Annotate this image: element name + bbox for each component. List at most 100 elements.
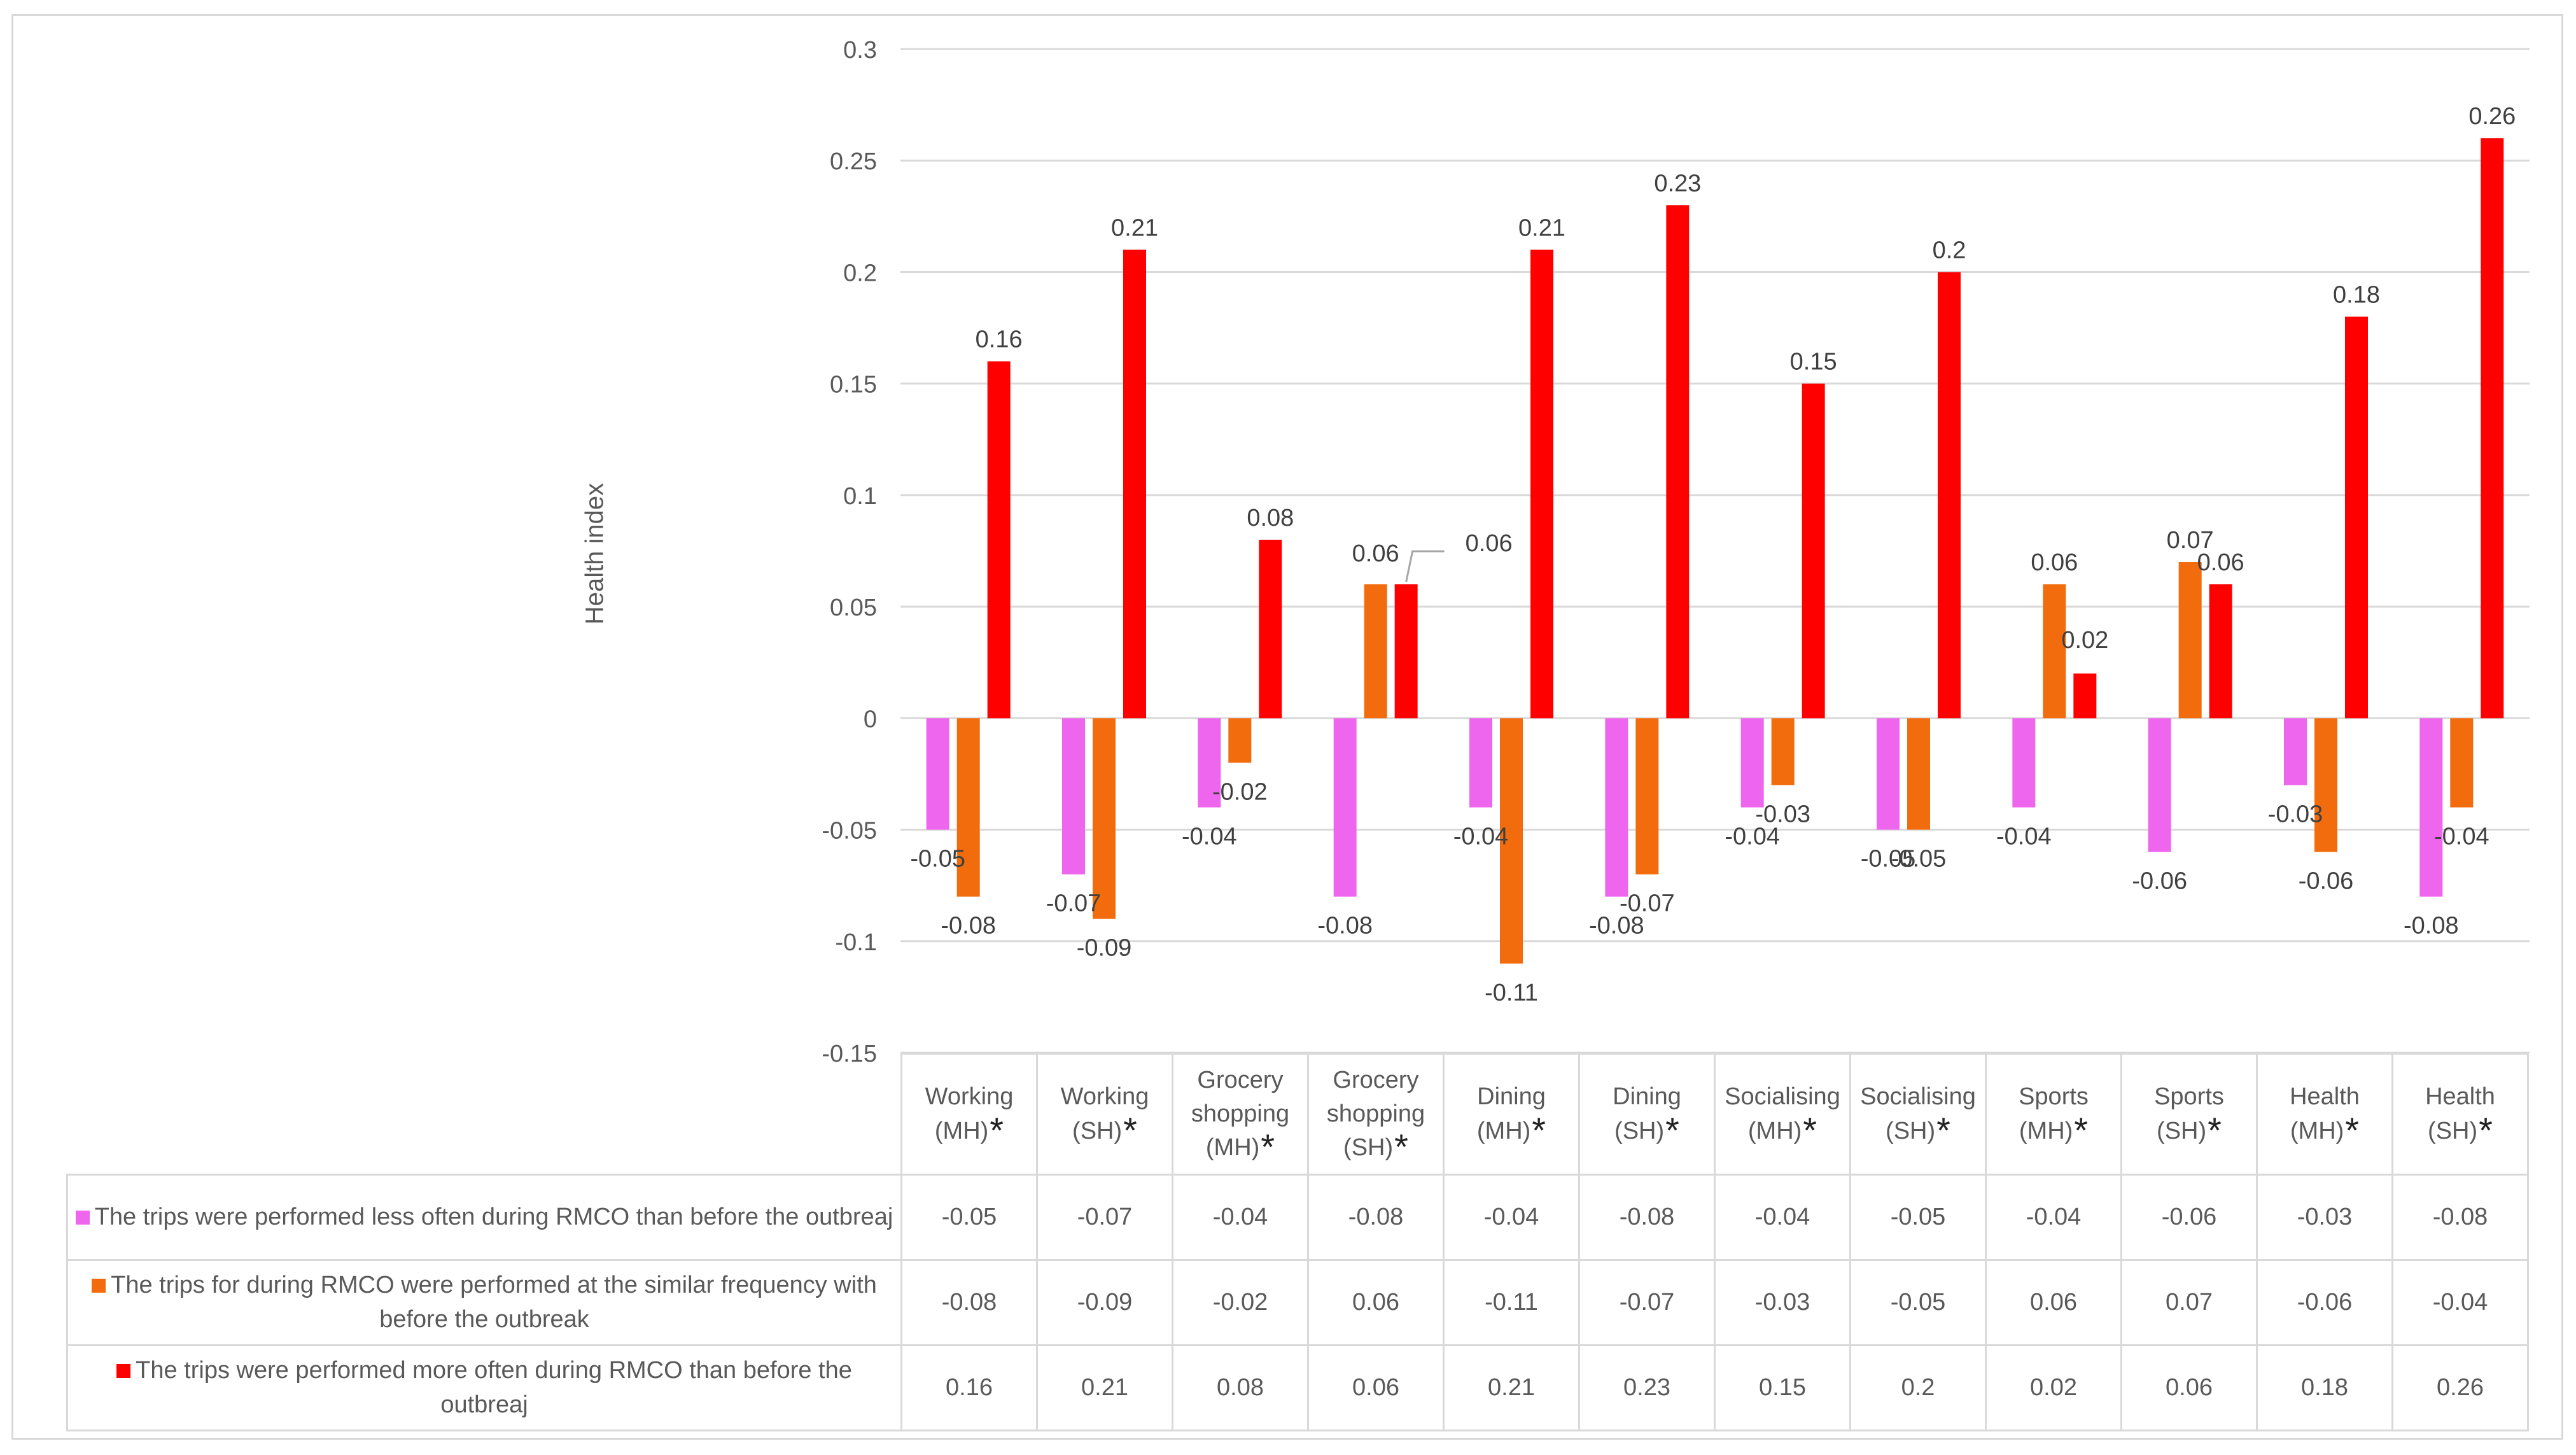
category-label: Working (MH)*	[900, 1053, 1038, 1176]
table-cell: 0.2	[1849, 1344, 1987, 1431]
category-label: Dining (SH)*	[1578, 1053, 1716, 1176]
bar	[2178, 562, 2202, 719]
table-cell: 0.08	[1172, 1344, 1309, 1431]
table-cell: -0.05	[1849, 1174, 1987, 1261]
table-cell: -0.04	[1172, 1174, 1309, 1261]
y-tick-label: 0.05	[830, 594, 877, 621]
table-cell: 0.06	[1985, 1259, 2122, 1346]
category-name: Sports	[2154, 1083, 2224, 1111]
y-tick-label: 0	[864, 706, 877, 733]
bar	[1907, 718, 1930, 830]
table-row: The trips were performed less often duri…	[66, 1174, 2529, 1261]
y-tick-label: 0.15	[830, 372, 877, 398]
data-label: -0.03	[2268, 801, 2323, 827]
bar	[2450, 718, 2474, 808]
table-cell: 0.21	[1036, 1344, 1173, 1431]
table-cell: -0.11	[1443, 1259, 1580, 1346]
data-label: -0.04	[1453, 824, 1509, 850]
category-name: Health	[2425, 1083, 2495, 1111]
bar	[1530, 250, 1553, 719]
table-cell: -0.06	[2256, 1259, 2393, 1346]
table-cell: 0.15	[1714, 1344, 1851, 1431]
data-label: 0.15	[1790, 349, 1837, 376]
y-tick-label: -0.1	[836, 929, 877, 956]
data-label: -0.04	[1182, 824, 1237, 850]
bar	[1469, 718, 1492, 808]
category-name: Working	[1060, 1083, 1149, 1111]
y-tick-label: 0.1	[843, 483, 877, 510]
data-label: 0.21	[1111, 214, 1158, 241]
table-cell: -0.08	[2391, 1174, 2529, 1261]
bar	[2345, 316, 2368, 719]
bar	[2419, 718, 2443, 897]
bar	[2314, 718, 2337, 852]
bar	[1500, 718, 1523, 964]
chart-frame	[11, 14, 2563, 1440]
category-name: Socialising	[1725, 1083, 1840, 1111]
bar	[1605, 718, 1628, 897]
table-cell: -0.09	[1036, 1259, 1173, 1346]
significance-star: *	[1261, 1127, 1275, 1167]
bar	[1802, 383, 1825, 719]
table-cell: 0.21	[1443, 1344, 1580, 1431]
bar	[2012, 718, 2036, 808]
data-label: 0.2	[1933, 237, 1966, 264]
table-cell: -0.05	[1849, 1259, 1987, 1346]
bar	[1259, 539, 1282, 719]
category-type: (MH)	[1205, 1134, 1260, 1162]
category-type: (SH)	[1614, 1117, 1665, 1144]
category-type: (MH)	[2290, 1117, 2344, 1144]
table-row: The trips for during RMCO were performed…	[66, 1259, 2529, 1346]
y-tick-label: 0.25	[830, 148, 877, 175]
significance-star: *	[1665, 1109, 1679, 1150]
data-label: -0.06	[2132, 868, 2187, 895]
category-type: (SH)	[1072, 1117, 1123, 1144]
table-cell: 0.16	[900, 1344, 1038, 1431]
table-cell: 0.26	[2391, 1344, 2529, 1431]
legend-swatch	[75, 1210, 90, 1225]
bar	[1740, 718, 1764, 808]
data-label: -0.08	[1589, 913, 1644, 939]
table-corner	[67, 1053, 902, 1176]
category-name: Dining	[1613, 1083, 1681, 1111]
significance-star: *	[1936, 1109, 1950, 1150]
category-label: Health (SH)*	[2391, 1053, 2529, 1176]
bar	[1228, 718, 1252, 763]
data-label: 0.07	[2167, 527, 2214, 554]
data-label: 0.26	[2468, 103, 2516, 130]
table-cell: 0.06	[1307, 1344, 1445, 1431]
table-cell: -0.04	[2391, 1259, 2529, 1346]
table-cell: -0.03	[1714, 1259, 1851, 1346]
table-cell: -0.04	[1714, 1174, 1851, 1261]
y-tick-label: 0.3	[843, 37, 877, 64]
table-cell: -0.05	[900, 1174, 1038, 1261]
table-cell: -0.03	[2256, 1174, 2393, 1261]
category-type: (SH)	[2428, 1117, 2478, 1144]
bar	[2043, 584, 2066, 719]
bar	[1635, 718, 1659, 875]
bar	[987, 361, 1011, 719]
table-cell: -0.02	[1172, 1259, 1309, 1346]
significance-star: *	[990, 1109, 1004, 1150]
legend-entry: The trips were performed more often duri…	[66, 1344, 902, 1431]
category-label: Socialising (SH)*	[1849, 1053, 1987, 1176]
table-cell: -0.04	[1443, 1174, 1580, 1261]
data-label: -0.04	[1996, 824, 2052, 850]
bar	[2148, 718, 2171, 852]
category-label: Sports (SH)*	[2120, 1053, 2258, 1176]
data-label: -0.08	[2404, 913, 2459, 939]
table-cell: 0.07	[2120, 1259, 2258, 1346]
category-type: (MH)	[2019, 1117, 2073, 1144]
category-type: (SH)	[1343, 1134, 1394, 1162]
data-label: 0.06	[2197, 549, 2244, 576]
data-label: -0.05	[1861, 846, 1916, 873]
significance-star: *	[2479, 1109, 2493, 1150]
category-name: Working	[925, 1083, 1014, 1111]
data-label: 0.18	[2333, 282, 2380, 309]
bar	[2073, 673, 2097, 719]
data-label: 0.06	[1466, 530, 1513, 557]
legend-swatch	[92, 1279, 106, 1293]
table-cell: -0.07	[1578, 1259, 1716, 1346]
bar	[2481, 138, 2504, 719]
y-tick-label: 0.2	[843, 260, 877, 286]
